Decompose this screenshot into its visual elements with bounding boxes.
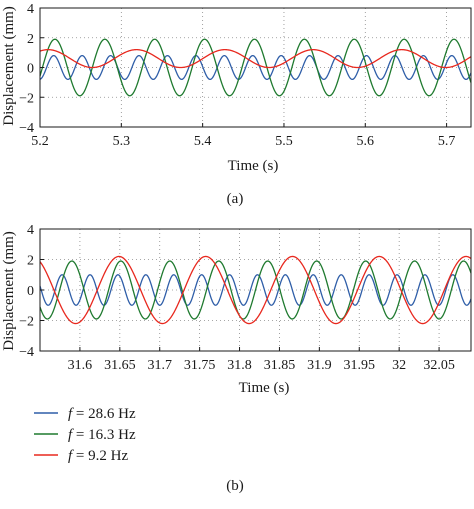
panel-a-caption: (a) — [227, 191, 244, 207]
series-line-2 — [39, 38, 472, 97]
x-tick-label: 31.8 — [227, 358, 252, 373]
x-tick-label: 5.6 — [357, 134, 375, 149]
legend-label: f = 16.3 Hz — [68, 427, 136, 443]
legend-text: = 16.3 Hz — [72, 427, 136, 443]
x-tick-label: 5.7 — [438, 134, 456, 149]
y-tick-label: 2 — [27, 254, 34, 269]
legend-item: f = 9.2 Hz — [34, 448, 128, 464]
legend-symbol: f — [68, 406, 74, 422]
panel-a-grid — [39, 8, 471, 127]
panel-b-xlabel: Time (s) — [239, 380, 290, 396]
panel-a: 5.2 5.3 5.4 5.5 5.6 5.7 4 2 0 −2 −4 Time (s) Disp… — [1, 2, 472, 207]
panel-a-yticks: 4 2 0 −2 −4 — [19, 2, 44, 136]
x-tick-label: 5.4 — [194, 134, 212, 149]
y-tick-label: −4 — [19, 345, 34, 360]
panel-b-series — [39, 255, 472, 325]
x-tick-label: 31.95 — [344, 358, 376, 373]
y-tick-label: −2 — [19, 315, 34, 330]
legend-symbol: f — [68, 427, 74, 443]
x-tick-label: 32.05 — [423, 358, 455, 373]
series-line-1 — [39, 274, 472, 306]
y-tick-label: −4 — [19, 121, 34, 136]
legend-text: = 9.2 Hz — [72, 448, 128, 464]
x-tick-label: 5.5 — [275, 134, 293, 149]
x-tick-label: 31.6 — [68, 358, 93, 373]
y-tick-label: −2 — [19, 91, 34, 106]
x-tick-label: 31.75 — [184, 358, 216, 373]
legend-text: = 28.6 Hz — [72, 406, 136, 422]
x-tick-label: 5.3 — [113, 134, 131, 149]
x-tick-label: 31.9 — [307, 358, 332, 373]
legend-item: f = 28.6 Hz — [34, 406, 136, 422]
legend-label: f = 28.6 Hz — [68, 406, 136, 422]
x-tick-label: 31.7 — [147, 358, 172, 373]
panel-a-xlabel: Time (s) — [228, 158, 279, 174]
panel-a-series — [39, 38, 472, 97]
y-tick-label: 4 — [27, 2, 34, 17]
panel-b-yticks: 4 2 0 −2 −4 — [19, 223, 44, 360]
panel-a-ylabel: Displacement (mm) — [1, 6, 17, 126]
series-line-2 — [39, 260, 472, 320]
y-tick-label: 2 — [27, 32, 34, 47]
panel-b: 31.6 31.65 31.7 31.75 31.8 31.85 31.9 31.95 32 32… — [1, 223, 472, 396]
x-tick-label: 31.65 — [104, 358, 136, 373]
x-tick-label: 31.85 — [264, 358, 296, 373]
series-line-3 — [39, 48, 472, 69]
panel-a-xticks: 5.2 5.3 5.4 5.5 5.6 5.7 — [31, 123, 455, 149]
y-tick-label: 0 — [27, 62, 34, 77]
panel-b-ylabel: Displacement (mm) — [1, 231, 17, 351]
legend-label: f = 9.2 Hz — [68, 448, 128, 464]
legend-item: f = 16.3 Hz — [34, 427, 136, 443]
x-tick-label: 32 — [392, 358, 406, 373]
panel-b-caption: (b) — [226, 478, 244, 494]
y-tick-label: 0 — [27, 284, 34, 299]
series-line-1 — [39, 54, 472, 81]
series-line-3 — [39, 255, 472, 325]
y-tick-label: 4 — [27, 223, 34, 238]
panel-b-xticks: 31.6 31.65 31.7 31.75 31.8 31.85 31.9 31.95 32 32… — [68, 347, 455, 373]
x-tick-label: 5.2 — [31, 134, 49, 149]
legend: f = 28.6 Hzf = 16.3 Hzf = 9.2 Hz — [34, 406, 136, 464]
legend-symbol: f — [68, 448, 74, 464]
